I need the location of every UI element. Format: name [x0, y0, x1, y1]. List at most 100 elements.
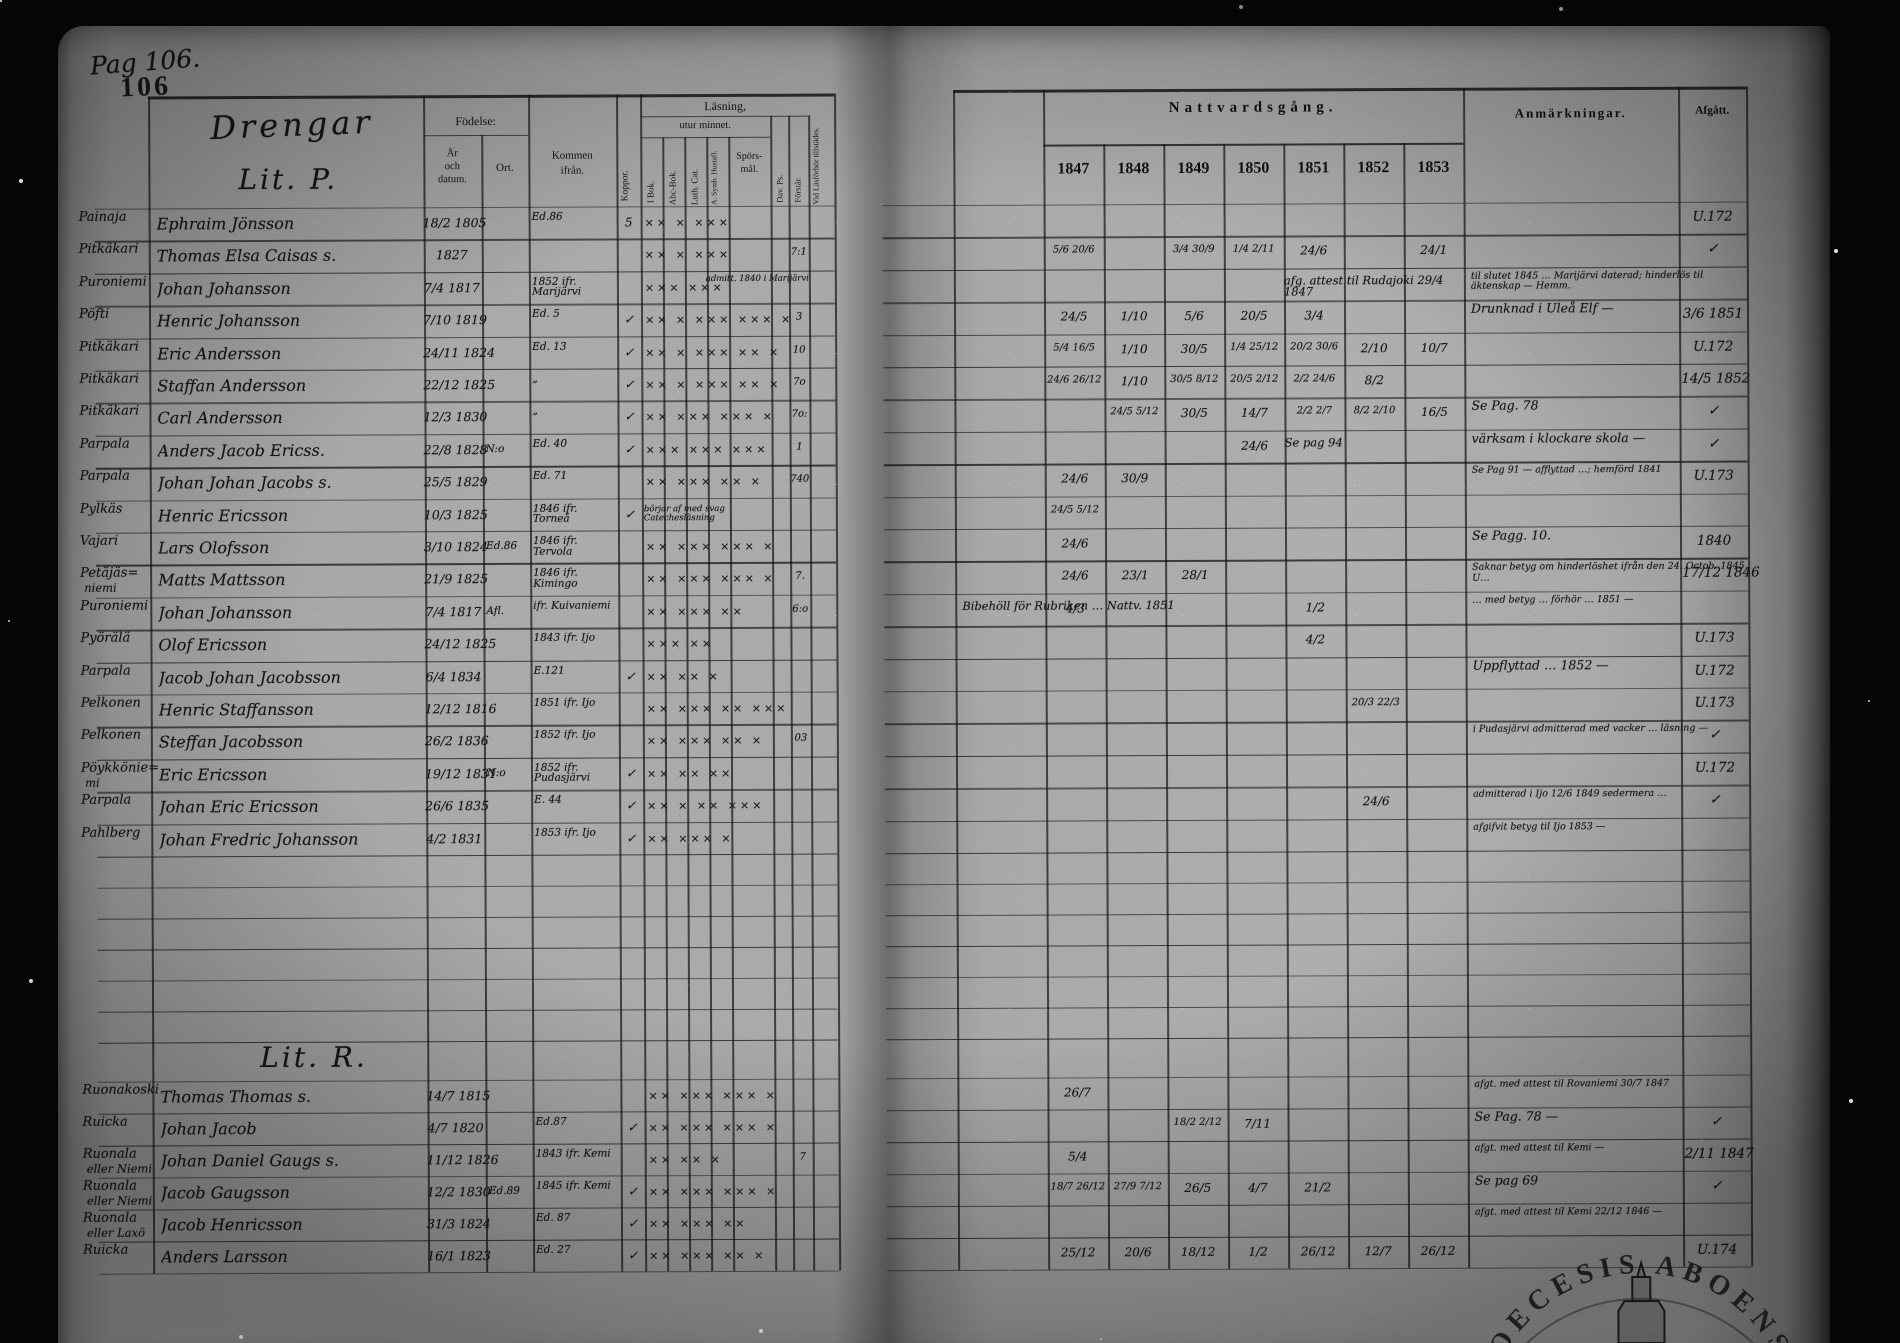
- table-top-border-left: [148, 93, 835, 100]
- birthdate-cell: 21/9 1825: [424, 571, 489, 587]
- lasning-underline: [640, 115, 811, 118]
- koppor-mark: ✓: [624, 409, 635, 424]
- communion-date-cell: 18/2 2/12: [1173, 1116, 1222, 1129]
- name-cell: Henric Ericsson: [157, 505, 289, 526]
- afgatt-cell: U.172: [1694, 662, 1735, 679]
- communion-date-cell: 7/11: [1244, 1116, 1272, 1131]
- forstar-cell: 03: [794, 733, 808, 745]
- row-line-left: [97, 884, 838, 890]
- birthdate-cell: 7/4 1817: [425, 603, 482, 620]
- communion-date-cell: 4/2: [1305, 632, 1326, 647]
- birthdate-cell: 11/12 1826: [426, 1151, 499, 1168]
- row-line-left: [94, 302, 835, 308]
- communion-date-cell: 24/6: [1061, 536, 1089, 551]
- communion-date-cell: 1/2: [1248, 1244, 1268, 1259]
- communion-date-cell: 24/5: [1060, 309, 1088, 324]
- row-line-left: [97, 977, 838, 983]
- name-cell: Thomas Elsa Caisas s.: [156, 246, 337, 266]
- afgatt-cell: 2/11 1847: [1684, 1145, 1754, 1162]
- row-line-left: [94, 237, 835, 243]
- row-line-left: [98, 1039, 839, 1045]
- row-line-left: [95, 367, 836, 373]
- forstar-cell: 6:o: [792, 603, 809, 615]
- gutter-shadow: [827, 25, 984, 1343]
- name-cell: Anders Jacob Ericss.: [157, 440, 325, 461]
- communion-date-cell: 28/1: [1181, 568, 1209, 583]
- communion-date-cell: 3/4: [1304, 308, 1324, 323]
- afgatt-cell: 17/12 1846: [1682, 564, 1760, 582]
- birthdate-cell: 22/12 1825: [423, 376, 496, 393]
- row-line-left: [96, 594, 837, 599]
- reading-marks: ×× ××× ××× ×: [648, 1184, 779, 1199]
- village-cell: Pöfti: [78, 306, 110, 322]
- ort-cell: Ed.86: [486, 539, 518, 553]
- name-cell: Johan Eric Ericsson: [159, 796, 319, 817]
- kommen-ifran-cell: 1843 ifr. Kemi: [535, 1147, 611, 1160]
- koppor-mark: ✓: [627, 1120, 638, 1135]
- village-cell-line2: niemi: [84, 581, 117, 596]
- communion-date-cell: 26/7: [1063, 1085, 1091, 1100]
- reading-marks: ×× × ×××: [644, 215, 731, 230]
- village-cell: Pitkäkari: [78, 241, 139, 258]
- stamp-outer-ring: [1474, 1297, 1805, 1343]
- village-cell-line2: eller Laxö: [86, 1225, 146, 1240]
- row-line-left: [97, 915, 838, 921]
- communion-date-cell: 21/2: [1304, 1180, 1332, 1195]
- communion-date-cell: 16/5: [1420, 405, 1448, 420]
- birthdate-cell: 18/2 1805: [422, 215, 487, 231]
- row-line-right: [883, 331, 1748, 337]
- kommen-ifran-cell: Ed. 5: [531, 307, 560, 321]
- birthdate-cell: 16/1 1823: [427, 1248, 492, 1264]
- row-line-right: [883, 363, 1748, 369]
- row-line-left: [97, 853, 838, 859]
- communion-date-cell: 2/2 24/6: [1293, 373, 1336, 385]
- afgatt-cell: ✓: [1707, 403, 1720, 420]
- name-cell: Johan Johansson: [158, 602, 293, 623]
- remark-cell: Se Pagg. 10.: [1471, 527, 1552, 543]
- afgatt-cell: ✓: [1707, 241, 1719, 258]
- reading-marks: ×× ××× ××× ×: [646, 539, 776, 554]
- kommen-ifran-cell: „: [532, 372, 538, 385]
- forstar-cell: 7:1: [790, 247, 807, 259]
- forstar-cell: 7o: [793, 376, 806, 388]
- reading-marks: ×× × ××× ×× ×: [645, 345, 782, 359]
- kommen-ifran-cell: Ed. 87: [535, 1211, 571, 1224]
- communion-date-cell: 23/1: [1121, 568, 1149, 583]
- village-cell: Parpala: [79, 468, 130, 484]
- reading-marks: ×× ××× ××× ×: [646, 572, 776, 586]
- afgatt-cell: U.173: [1694, 629, 1735, 646]
- row-line-right: [882, 201, 1747, 207]
- remark-cell: Se Pag. 78: [1471, 397, 1539, 414]
- ort-cell: Afl.: [486, 604, 505, 617]
- village-cell: Pelkonen: [80, 695, 141, 711]
- communion-note: Se pag 94: [1284, 435, 1343, 450]
- communion-date-cell: 8/2 2/10: [1353, 405, 1396, 417]
- forstar-cell: 7o:: [791, 409, 808, 421]
- forstar-cell: 740: [790, 473, 810, 485]
- row-line-left: [97, 788, 838, 794]
- village-cell: Pitkäkari: [79, 339, 139, 355]
- afgatt-cell: 3/6 1851: [1682, 305, 1744, 322]
- reading-marks: ××× ××: [646, 637, 715, 651]
- row-line-right: [885, 973, 1750, 979]
- kommen-ifran-cell: 1853 ifr. Ijo: [534, 826, 596, 839]
- reading-marks: ×× ××× ××: [648, 1216, 748, 1231]
- reading-marks: ×× ××× ×× ×: [646, 734, 765, 748]
- column-line: [953, 89, 960, 1270]
- birthdate-cell: 10/3 1825: [423, 506, 488, 522]
- forstar-cell: 7.: [795, 571, 805, 583]
- koppor-mark: ✓: [627, 1216, 639, 1231]
- afgatt-cell: ✓: [1711, 1177, 1723, 1194]
- village-cell-line2: eller Niemi: [86, 1193, 153, 1208]
- row-line-left: [95, 432, 836, 437]
- forstar-cell: 1: [796, 441, 803, 453]
- row-line-left: [96, 723, 837, 729]
- birthdate-cell: 24/11 1824: [423, 344, 496, 360]
- row-line-right: [885, 880, 1750, 886]
- row-line-left: [96, 626, 837, 632]
- kommen-ifran-cell: Ed. 40: [532, 437, 568, 450]
- koppor-mark: ✓: [624, 442, 635, 457]
- communion-date-cell: 10/7: [1420, 340, 1448, 355]
- communion-date-cell: 12/7: [1364, 1244, 1392, 1259]
